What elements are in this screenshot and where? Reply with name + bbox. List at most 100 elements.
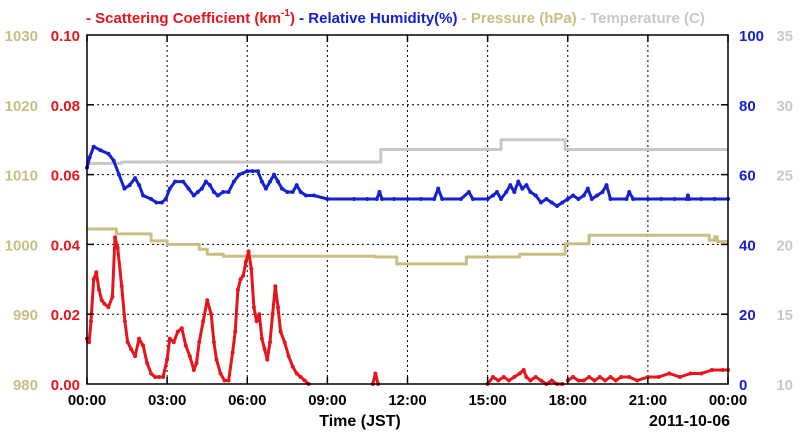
humidity-point [137, 183, 142, 188]
scattering-point [592, 378, 597, 383]
humidity-point [377, 190, 382, 194]
temperature-line [87, 138, 728, 165]
scattering-point [201, 319, 206, 324]
humidity-point [298, 190, 303, 194]
humidity-point [516, 179, 521, 184]
legend-pressure-dash: - [462, 10, 471, 27]
scattering-point [549, 378, 554, 383]
humidity-point [304, 193, 308, 198]
scattering-point [241, 273, 246, 278]
temperature-tick-label: 30 [776, 98, 793, 115]
scattering-point [533, 375, 538, 379]
scattering-line [486, 368, 563, 386]
humidity-point [432, 197, 437, 201]
scattering-point [179, 326, 184, 331]
humidity-point [508, 183, 513, 188]
scattering-point [521, 368, 526, 372]
humidity-point [226, 190, 231, 194]
scattering-point [133, 354, 138, 359]
temperature-tick-label: 35 [776, 28, 793, 45]
humidity-point [167, 186, 172, 191]
humidity-point [173, 179, 178, 184]
scattering-point [257, 312, 262, 317]
temperature-tick-label: 25 [776, 168, 793, 185]
humidity-point [111, 158, 116, 163]
humidity-point [392, 197, 397, 201]
x-tick-label: 12:00 [388, 392, 426, 409]
humidity-point [312, 193, 316, 198]
scattering-point [209, 312, 214, 317]
legend-temperature-unit: C) [689, 10, 705, 27]
pressure-tick-label: 1000 [5, 237, 38, 254]
scattering-point [141, 343, 146, 348]
humidity-line [85, 145, 728, 208]
scattering-point [211, 340, 216, 345]
humidity-point [294, 183, 299, 188]
humidity-point [280, 186, 284, 191]
x-tick-label: 06:00 [228, 392, 266, 409]
pressure-tick-label: 1020 [5, 98, 38, 115]
scattering-point [187, 354, 192, 359]
humidity-point [268, 179, 272, 184]
humidity-point [512, 190, 517, 194]
humidity-point [186, 186, 191, 191]
humidity-point [712, 197, 717, 201]
humidity-point [595, 193, 600, 198]
humidity-point [255, 169, 260, 174]
humidity-point [495, 190, 499, 194]
humidity-point [122, 186, 127, 191]
humidity-point [285, 190, 290, 194]
humidity-tick-label: 100 [739, 28, 764, 45]
scattering-point [94, 270, 99, 275]
scattering-point [87, 340, 92, 345]
legend-pressure: Pressure (hPa) [471, 10, 577, 27]
humidity-point [221, 190, 226, 194]
scattering-point [613, 378, 618, 383]
humidity-point [581, 193, 586, 198]
scattering-point [286, 354, 291, 359]
scattering-point [89, 319, 93, 324]
humidity-point [91, 144, 96, 149]
scattering-point [214, 357, 219, 362]
humidity-point [215, 193, 220, 198]
humidity-point [520, 186, 525, 191]
scattering-point [517, 371, 522, 376]
pressure-tick-label: 980 [13, 377, 38, 394]
scattering-point [507, 378, 511, 383]
scattering-point [205, 298, 210, 303]
humidity-point [571, 193, 576, 198]
legend-temperature: Temperature ( [590, 10, 689, 27]
humidity-point [380, 197, 385, 201]
scattering-point [251, 305, 256, 310]
scattering-point [197, 340, 202, 345]
scattering-line [566, 368, 728, 382]
humidity-point [528, 190, 533, 194]
scattering-point [129, 347, 134, 352]
humidity-point [276, 179, 280, 184]
legend-scattering-sup: -1 [281, 8, 290, 19]
scattering-point [720, 368, 725, 372]
ticks: 00:00 03:00 06:00 09:00 12:00 15:00 18:00 21:00… [5, 28, 793, 409]
scattering-point [218, 371, 223, 376]
scattering-point [581, 378, 586, 383]
humidity-point [440, 197, 445, 201]
pressure-tick-label: 1030 [5, 28, 38, 45]
humidity-point [672, 197, 677, 201]
scattering-point [667, 371, 672, 376]
legend: - Scattering Coefficient (km-1) - Relati… [86, 8, 705, 27]
scattering-point [539, 378, 543, 383]
scattering-point [627, 375, 632, 379]
temperature-tick-label: 20 [776, 237, 793, 254]
scattering-point [249, 266, 254, 271]
scattering-point [276, 305, 280, 310]
scattering-point [246, 249, 251, 254]
humidity-point [499, 197, 503, 201]
pressure-line [87, 227, 728, 266]
scattering-point [635, 378, 640, 383]
scattering-point [265, 357, 270, 362]
humidity-point [191, 193, 196, 198]
x-tick-label: 00:00 [709, 392, 747, 409]
scattering-tick-label: 0.04 [51, 237, 81, 254]
scattering-point [91, 277, 96, 282]
